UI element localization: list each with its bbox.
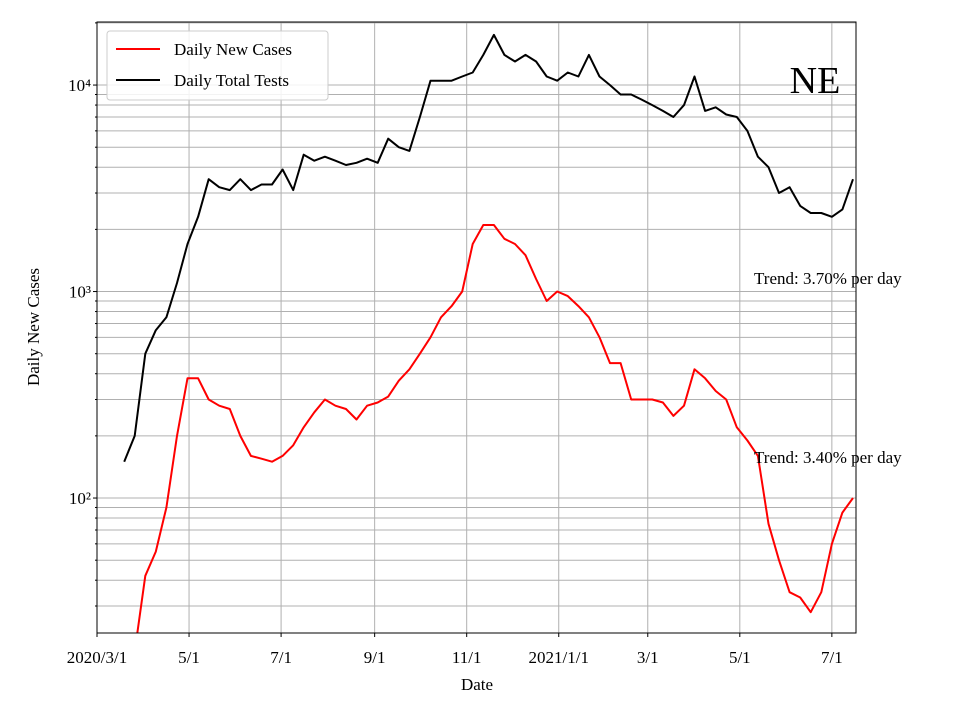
legend-box	[106, 30, 329, 101]
y-tick-label: 10³	[69, 283, 91, 302]
x-tick-label: 7/1	[270, 648, 292, 667]
trend-annotation: Trend: 3.70% per day	[754, 269, 902, 288]
state-label: NE	[790, 60, 841, 102]
plot-frame	[96, 21, 857, 634]
plot-lines	[123, 33, 854, 633]
x-tick-label: 5/1	[729, 648, 751, 667]
series-line	[136, 224, 854, 633]
x-tick-label: 5/1	[178, 648, 200, 667]
legend-label: Daily New Cases	[174, 40, 292, 59]
x-tick-label: 2020/3/1	[67, 648, 127, 667]
legend: Daily New Cases Daily Total Tests	[106, 30, 329, 101]
x-tick-label: 7/1	[821, 648, 843, 667]
y-tick-label: 10²	[69, 489, 91, 508]
y-tick-label: 10⁴	[68, 76, 91, 95]
legend-label: Daily Total Tests	[174, 71, 289, 90]
x-tick-label: 3/1	[637, 648, 659, 667]
x-tick-label: 2021/1/1	[529, 648, 589, 667]
trend-annotation: Trend: 3.40% per day	[754, 448, 902, 467]
y-axis-label: Daily New Cases	[24, 268, 43, 386]
series-line	[123, 33, 854, 463]
x-tick-label: 9/1	[364, 648, 386, 667]
x-axis-label: Date	[461, 675, 493, 694]
x-tick-label: 11/1	[452, 648, 482, 667]
grid	[96, 22, 856, 633]
